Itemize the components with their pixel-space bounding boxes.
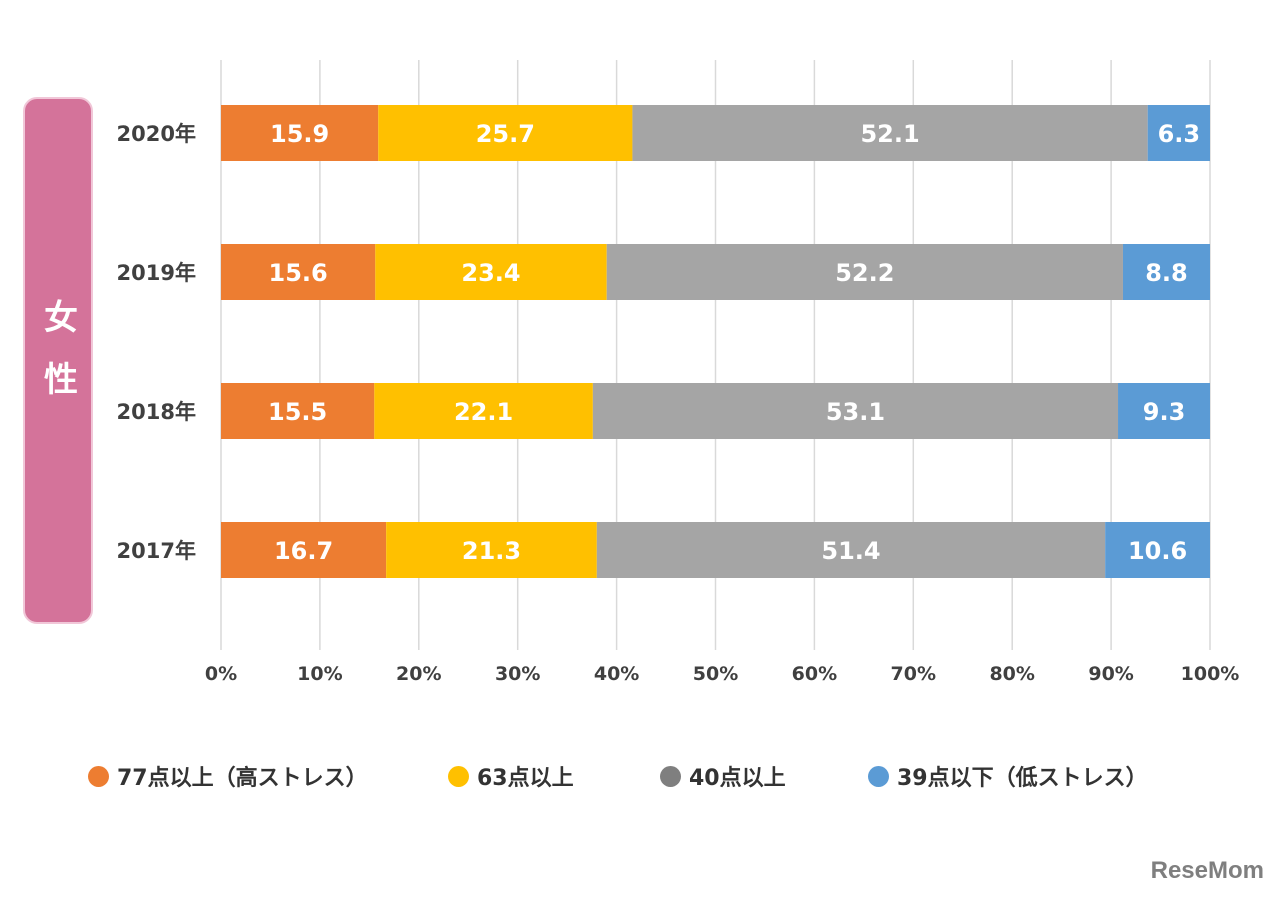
data-label: 21.3 xyxy=(462,537,521,565)
legend-label-63: 63点以上 xyxy=(477,766,574,791)
category-label: 2018年 xyxy=(117,400,196,424)
category-label: 2017年 xyxy=(117,539,196,563)
bar-segment xyxy=(221,105,379,161)
x-tick-label: 80% xyxy=(989,663,1034,685)
legend: 77点以上（高ストレス） 63点以上 40点以上 39点以下（低ストレス） xyxy=(0,758,1280,794)
x-tick-label: 70% xyxy=(891,663,936,685)
data-label: 15.9 xyxy=(270,120,329,148)
bar-segment xyxy=(632,105,1148,161)
bar-segment xyxy=(221,383,375,439)
legend-item-low-stress: 39点以下（低ストレス） xyxy=(868,758,1148,794)
legend-label-low-stress: 39点以下（低ストレス） xyxy=(897,766,1148,791)
category-label: 2019年 xyxy=(117,261,196,285)
legend-label-high-stress: 77点以上（高ストレス） xyxy=(117,766,368,791)
bar-segment xyxy=(606,244,1123,300)
bar-segment xyxy=(221,522,387,578)
data-label: 23.4 xyxy=(461,259,520,287)
data-label: 9.3 xyxy=(1143,398,1186,426)
x-tick-label: 40% xyxy=(594,663,639,685)
x-tick-label: 50% xyxy=(693,663,738,685)
data-label: 52.2 xyxy=(835,259,894,287)
legend-label-40: 40点以上 xyxy=(689,766,786,791)
legend-swatch-low-stress xyxy=(868,765,889,787)
bar-segment xyxy=(1147,105,1210,161)
x-tick-label: 100% xyxy=(1181,663,1240,685)
legend-swatch-40 xyxy=(660,765,681,787)
category-label: 2020年 xyxy=(117,122,196,146)
x-tick-label: 60% xyxy=(792,663,837,685)
x-tick-label: 20% xyxy=(396,663,441,685)
x-tick-label: 10% xyxy=(297,663,342,685)
data-label: 16.7 xyxy=(274,537,333,565)
data-label: 15.5 xyxy=(268,398,327,426)
bar-segment xyxy=(375,244,607,300)
data-label: 53.1 xyxy=(826,398,885,426)
legend-item-63: 63点以上 xyxy=(448,758,574,794)
data-label: 10.6 xyxy=(1128,537,1187,565)
bar-segment xyxy=(378,105,633,161)
legend-item-40: 40点以上 xyxy=(660,758,786,794)
bar-segment xyxy=(386,522,597,578)
bar-segment xyxy=(1105,522,1210,578)
x-tick-label: 90% xyxy=(1088,663,1133,685)
data-label: 52.1 xyxy=(860,120,919,148)
bar-segment xyxy=(221,244,376,300)
bar-segment xyxy=(592,383,1119,439)
data-label: 51.4 xyxy=(821,537,880,565)
legend-swatch-63 xyxy=(448,765,469,787)
legend-swatch-high-stress xyxy=(88,765,109,787)
bar-segment xyxy=(374,383,593,439)
x-tick-label: 30% xyxy=(495,663,540,685)
bar-segment xyxy=(1122,244,1210,300)
legend-item-high-stress: 77点以上（高ストレス） xyxy=(88,758,368,794)
x-tick-label: 0% xyxy=(205,663,237,685)
data-label: 25.7 xyxy=(476,120,535,148)
bar-segment xyxy=(1118,383,1210,439)
data-label: 6.3 xyxy=(1158,120,1201,148)
data-label: 22.1 xyxy=(454,398,513,426)
resemom-logo: ReseMom xyxy=(1150,857,1264,884)
data-label: 15.6 xyxy=(269,259,328,287)
data-label: 8.8 xyxy=(1145,259,1188,287)
bar-segment xyxy=(596,522,1106,578)
female-side-label: 女性 xyxy=(23,97,93,624)
